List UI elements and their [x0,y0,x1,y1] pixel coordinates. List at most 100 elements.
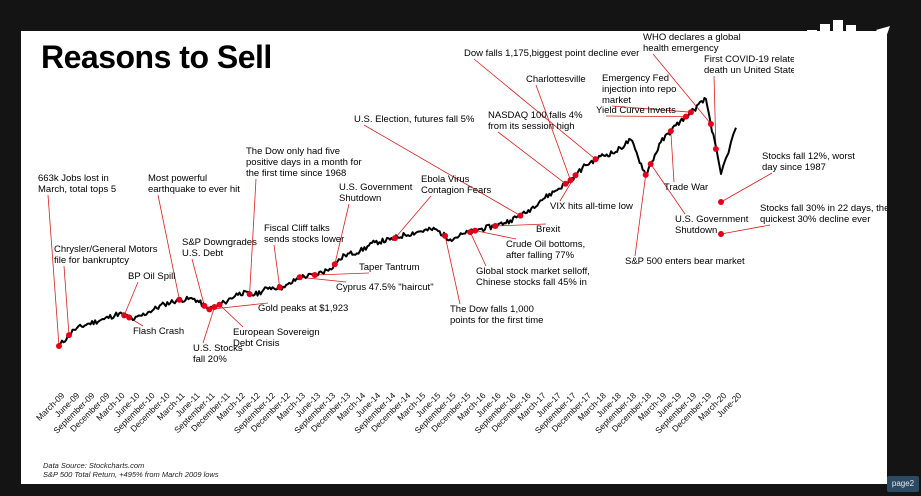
annotation-label: S&P Downgrades U.S. Debt [182,237,257,259]
annotation-label: U.S. Government Shutdown [339,182,413,204]
annotation-leader-line [334,203,350,265]
event-marker [126,314,133,321]
event-marker [517,212,524,219]
annotation-leader-line [249,178,257,295]
event-marker [442,232,449,239]
event-marker [311,272,318,278]
annotation-leader-line [191,258,205,307]
event-marker [56,343,62,349]
annotation-label: WHO declares a global health emergency [643,32,741,54]
source-line: Data Source: Stockcharts.com [43,461,145,470]
annotation-label: Crude Oil bottoms, after falling 77% [506,239,585,261]
annotation-label: Ebola Virus Contagion Fears [421,174,491,196]
data-source-note: Data Source: Stockcharts.com S&P 500 Tot… [43,461,219,479]
event-marker [647,161,654,167]
line-chart: 663k Jobs lost in March, total tops 5 Chry… [34,32,887,436]
annotation-leader-line [299,276,347,283]
annotation-label: Brexit [536,224,561,235]
annotation-label: Stocks fall 12%, worst day since 1987 [762,151,855,173]
slide-canvas: Reasons to Sell 663k Jobs lost in March, … [21,31,887,484]
annotation-leader-line [123,281,139,316]
event-marker [66,332,72,339]
annotation-label: BP Oil Spill [128,271,175,282]
annotation-label: Taper Tantrum [359,262,420,273]
event-marker [712,146,719,152]
annotation-leader-line [394,195,432,239]
annotation-label: NASDAQ 100 falls 4% from its session high [488,110,583,132]
annotation-labels: 663k Jobs lost in March, total tops 5 Chry… [38,32,887,365]
annotation-label: Trade War [664,182,708,193]
slide-title: Reasons to Sell [41,39,272,75]
annotation-leader-line [720,172,773,203]
annotation-leader-line [473,58,596,160]
annotation-label: Cyprus 47.5% "haircut" [336,282,434,293]
annotation-leader-line [209,302,269,310]
annotation-leader-line [652,53,712,125]
annotation-leader-line [650,163,686,215]
annotation-label: Dow falls 1,175,biggest point decline ev… [464,48,639,59]
event-marker [216,301,223,308]
annotation-leader-line [720,224,771,235]
event-marker [567,177,574,184]
annotation-leader-line [444,235,461,305]
event-marker [331,261,338,268]
annotation-label: The Dow falls 1,000 points for the first … [450,304,543,326]
annotation-label: VIX hits all-time low [550,201,633,212]
x-axis-tick-labels: March-09June-09September-09December-09Ma… [34,390,744,435]
annotation-label: U.S. Election, futures fall 5% [354,114,475,125]
annotation-leader-line [475,230,517,240]
series-line [58,97,737,347]
event-marker [642,171,649,178]
annotation-label: Flash Crash [133,326,184,337]
annotation-leader-line [157,194,180,300]
event-marker [667,128,674,135]
event-marker [246,291,253,298]
annotation-leader-line [202,306,215,344]
annotation-leader-line [611,105,691,113]
annotation-leader-line [314,272,370,276]
event-marker [467,229,474,236]
event-marker [718,231,724,237]
annotation-label: Yield Curve Inverts [596,105,676,116]
annotation-label: S&P 500 enters bear market [625,256,745,267]
event-marker [392,235,398,242]
annotation-label: Most powerful earthquake to ever hit [148,173,240,195]
annotation-leader-line [219,304,244,328]
event-markers [56,109,724,349]
annotation-label: U.S. Government Shutdown [675,214,749,236]
event-marker [176,296,183,303]
event-marker [592,156,599,163]
annotation-label: First COVID-19 related death un United St… [704,54,801,76]
annotation-leader-line [605,115,686,117]
annotation-label: Chrysler/General Motors file for bankrupt… [54,244,158,266]
annotation-leader-line [469,231,487,267]
event-marker [707,121,714,127]
annotation-leader-line [495,223,547,227]
annotation-label: Charlottesville [526,74,586,85]
annotation-leader-line [63,265,70,336]
event-marker [211,304,218,310]
annotation-label: European Sovereign Debt Crisis [233,327,320,349]
annotation-leader-line [535,84,571,181]
event-marker [206,306,213,313]
event-marker [472,227,479,234]
annotation-leader-line [363,124,521,216]
annotation-leader-line [713,75,717,150]
event-marker [276,284,283,291]
event-marker [718,199,724,205]
annotation-label: Gold peaks at $1,923 [258,303,348,314]
annotation-label: The Dow only had five positive days in a … [246,146,362,179]
event-marker [572,172,579,179]
return-note: S&P 500 Total Return, +495% from March 2… [43,470,219,479]
annotation-label: 663k Jobs lost in March, total tops 5 [38,173,116,195]
annotation-label: Stocks fall 30% in 22 days, the quickest … [760,203,887,225]
annotation-leader-line [634,174,647,257]
event-marker [296,274,303,281]
annotation-label: U.S. Stocks fall 20% [193,343,243,365]
event-marker [121,312,128,319]
event-marker [492,223,499,229]
brand-logo-graphic [794,20,890,96]
annotation-label: Fiscal Cliff talks sends stocks lower [264,223,344,245]
annotation-leader-line [670,131,675,183]
annotation-leader-line [497,131,566,185]
